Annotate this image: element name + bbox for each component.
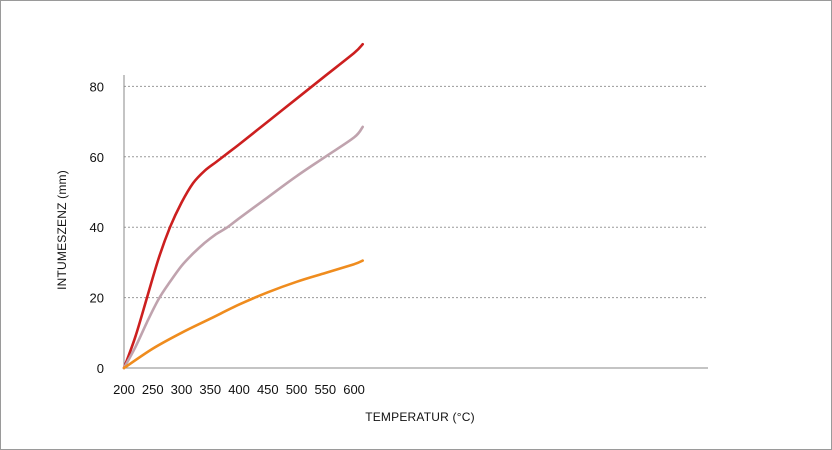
series-line-3: [122, 259, 364, 370]
axes: [123, 75, 708, 369]
y-tick-label: 80: [90, 79, 104, 94]
y-tick-labels: 0 20 40 60 80: [90, 79, 104, 376]
x-tick-label: 450: [257, 382, 279, 397]
series-line-1: [122, 42, 364, 370]
gridlines: [124, 85, 708, 299]
y-axis-title: INTUMESZENZ (mm): [55, 170, 69, 290]
series-line-2: [122, 125, 364, 370]
x-tick-label: 500: [286, 382, 308, 397]
y-tick-label: 60: [90, 150, 104, 165]
x-tick-labels: 200 250 300 350 400 450 500 550 600: [113, 382, 365, 397]
x-tick-label: 550: [314, 382, 336, 397]
x-axis-title: TEMPERATUR (°C): [365, 410, 475, 424]
x-tick-label: 250: [142, 382, 164, 397]
y-tick-label: 40: [90, 220, 104, 235]
y-tick-label: 20: [90, 291, 104, 306]
x-tick-label: 350: [199, 382, 221, 397]
series-lines: [122, 42, 364, 370]
x-tick-label: 300: [171, 382, 193, 397]
x-tick-label: 400: [228, 382, 250, 397]
y-tick-label: 0: [97, 361, 104, 376]
x-tick-label: 200: [113, 382, 135, 397]
x-tick-label: 600: [343, 382, 365, 397]
